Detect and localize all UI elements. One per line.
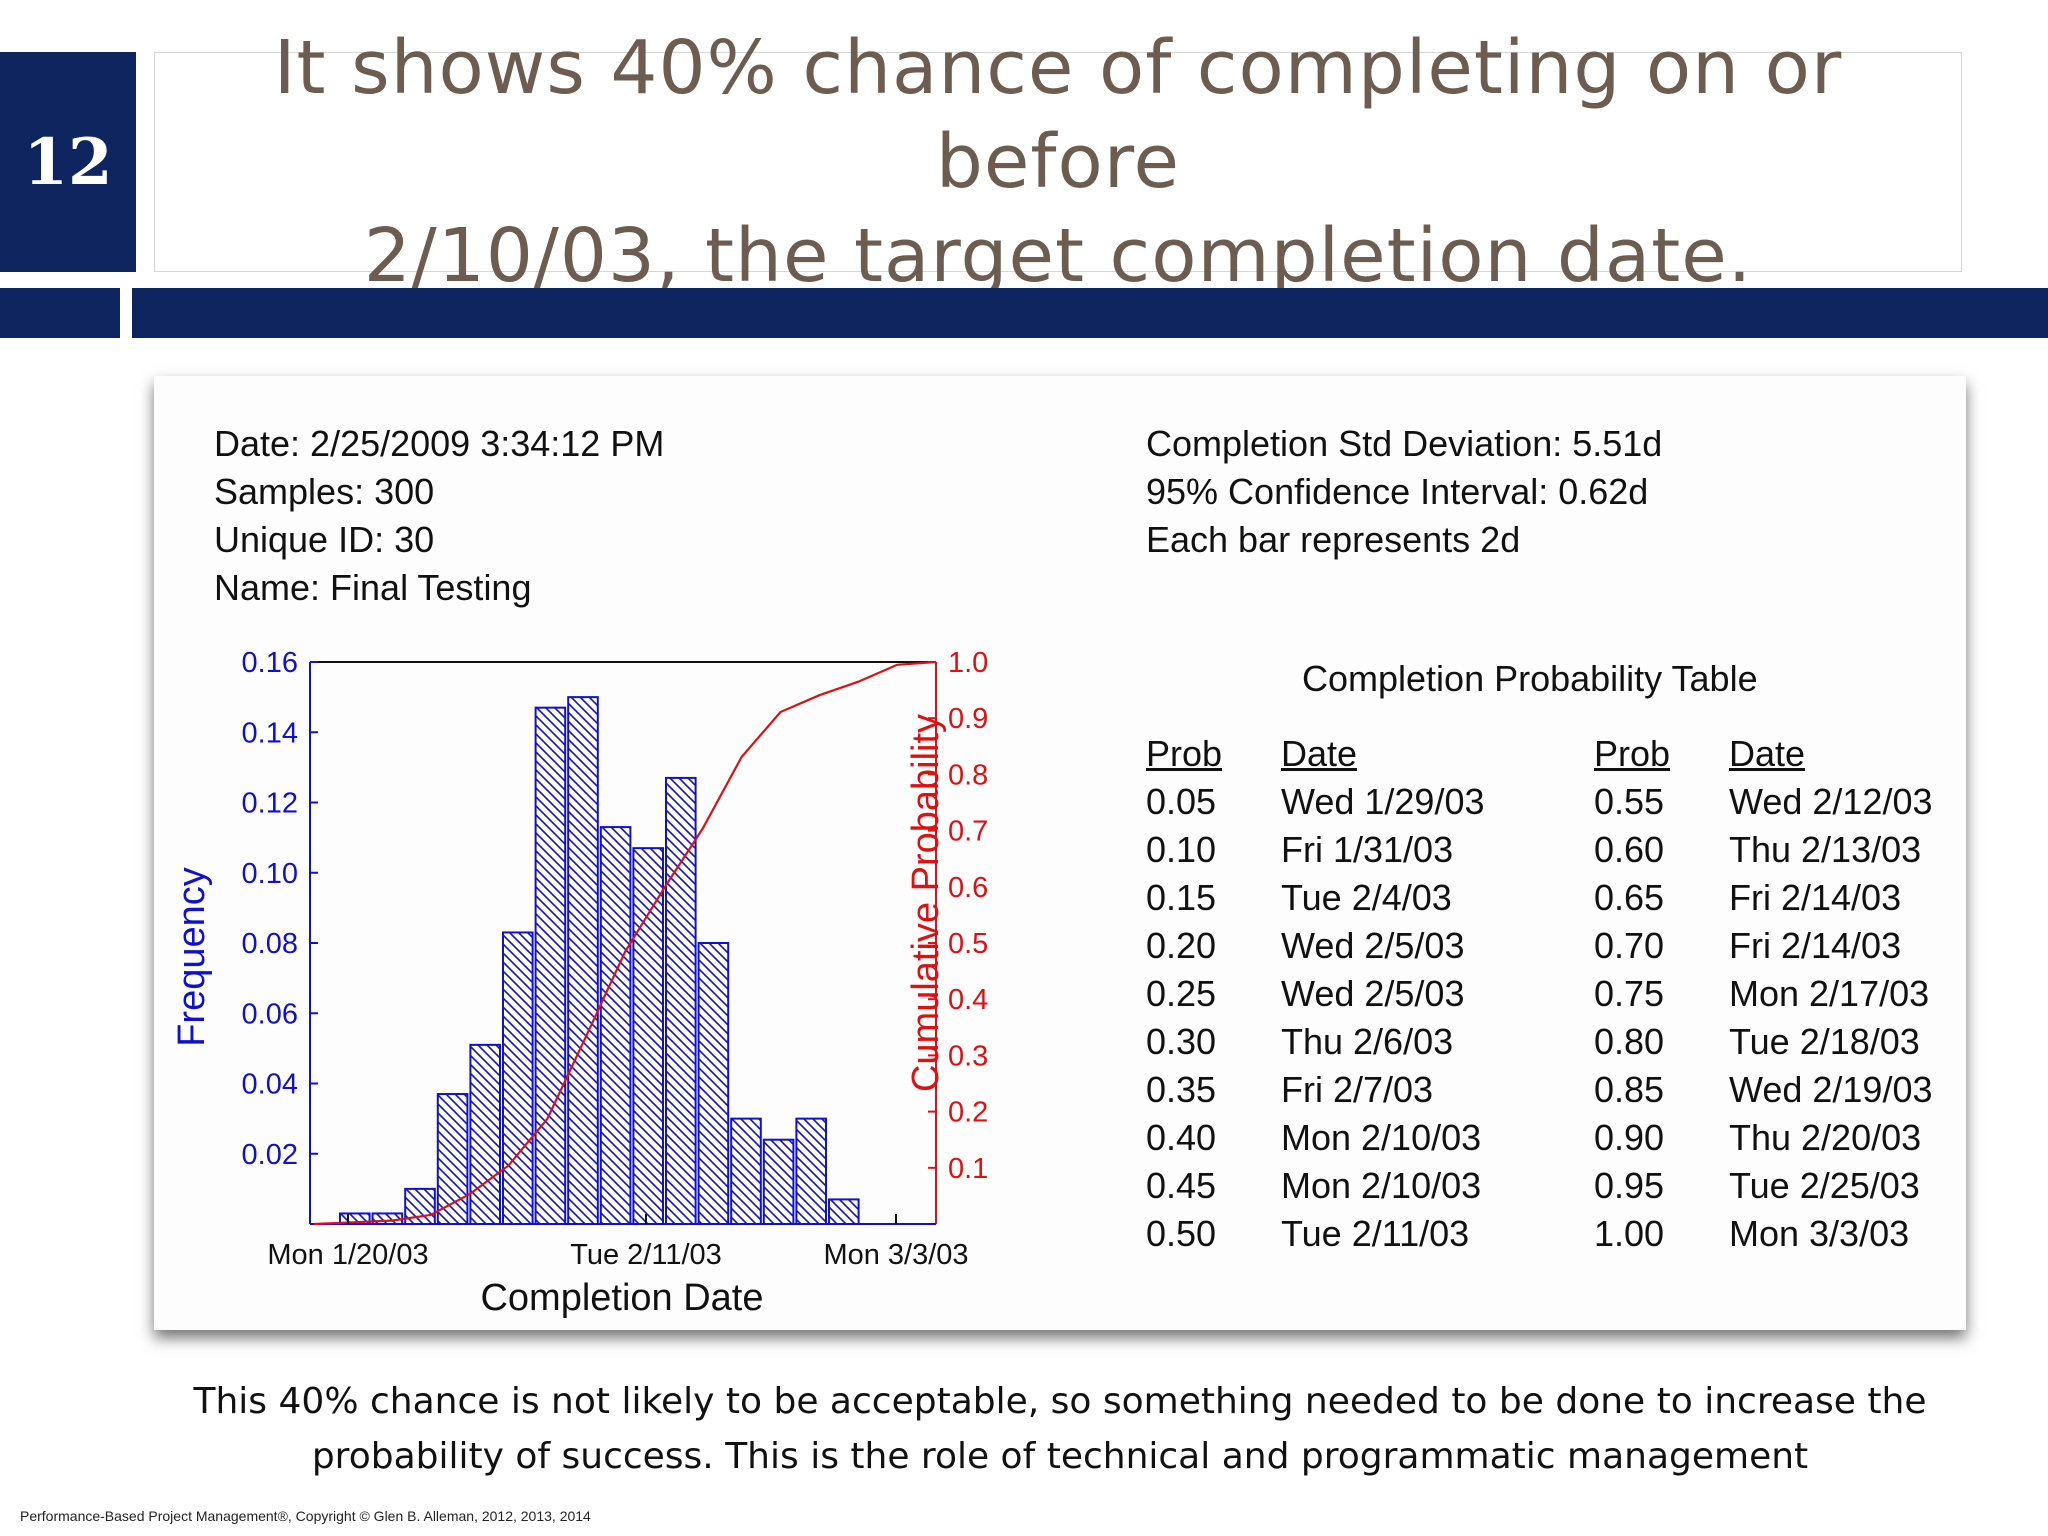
- slide-number: 12: [0, 52, 136, 272]
- title-line-1: It shows 40% chance of completing on or …: [273, 25, 1843, 205]
- caption: This 40% chance is not likely to be acce…: [120, 1374, 2000, 1484]
- prob-table-header-prob-right: Prob: [1594, 733, 1671, 774]
- info-date: Date: 2/25/2009 3:34:12 PM: [214, 423, 665, 464]
- prob-col-right-prob: Prob 0.55 0.60 0.65 0.70 0.75 0.80 0.85 0.90 0.95…: [1594, 730, 1670, 1258]
- caption-line-2: probability of success. This is the role…: [311, 1436, 1809, 1477]
- prob-table-cell-date-left: Wed 2/5/03: [1281, 973, 1465, 1014]
- info-bar-width: Each bar represents 2d: [1146, 519, 1521, 560]
- prob-table-cell-prob-right: 0.85: [1594, 1069, 1665, 1110]
- prob-table-cell-prob-right: 0.55: [1594, 781, 1665, 822]
- prob-table-cell-prob-left: 0.50: [1146, 1213, 1217, 1254]
- prob-table-header-prob-left: Prob: [1146, 733, 1223, 774]
- prob-table-cell-date-left: Fri 2/7/03: [1281, 1069, 1434, 1110]
- prob-table-title: Completion Probability Table: [1302, 658, 1758, 699]
- prob-table-cell-prob-left: 0.20: [1146, 925, 1217, 966]
- prob-table-header-date-left: Date: [1281, 733, 1358, 774]
- prob-table-cell-prob-right: 1.00: [1594, 1213, 1665, 1254]
- prob-table-cell-prob-right: 0.95: [1594, 1165, 1665, 1206]
- prob-table-cell-date-left: Thu 2/6/03: [1281, 1021, 1454, 1062]
- prob-table-cell-date-right: Mon 3/3/03: [1729, 1213, 1910, 1254]
- prob-table-cell-date-left: Wed 2/5/03: [1281, 925, 1465, 966]
- prob-col-right-date: Date Wed 2/12/03 Thu 2/13/03 Fri 2/14/03 Fri…: [1729, 730, 1932, 1258]
- header-band-right: [132, 288, 2048, 338]
- prob-table-cell-date-right: Fri 2/14/03: [1729, 877, 1902, 918]
- prob-table-cell-date-left: Mon 2/10/03: [1281, 1165, 1482, 1206]
- prob-table-cell-prob-left: 0.05: [1146, 781, 1217, 822]
- slide-title: It shows 40% chance of completing on or …: [155, 21, 1961, 303]
- prob-table-cell-prob-left: 0.10: [1146, 829, 1217, 870]
- prob-table-cell-date-right: Tue 2/25/03: [1729, 1165, 1920, 1206]
- prob-table-cell-prob-right: 0.60: [1594, 829, 1665, 870]
- prob-col-left-date: Date Wed 1/29/03 Fri 1/31/03 Tue 2/4/03 Wed …: [1281, 730, 1484, 1258]
- info-unique-id: Unique ID: 30: [214, 519, 435, 560]
- prob-table-cell-date-right: Thu 2/13/03: [1729, 829, 1922, 870]
- title-line-2: 2/10/03, the target completion date.: [363, 213, 1753, 299]
- prob-table-cell-prob-left: 0.45: [1146, 1165, 1217, 1206]
- info-left: Date: 2/25/2009 3:34:12 PM Samples: 300 …: [214, 420, 664, 612]
- prob-table-cell-prob-right: 0.90: [1594, 1117, 1665, 1158]
- prob-table-header-date-right: Date: [1729, 733, 1806, 774]
- prob-table-cell-prob-left: 0.40: [1146, 1117, 1217, 1158]
- prob-table-cell-prob-right: 0.65: [1594, 877, 1665, 918]
- prob-table-cell-prob-left: 0.25: [1146, 973, 1217, 1014]
- prob-table-cell-date-right: Thu 2/20/03: [1729, 1117, 1922, 1158]
- prob-table-cell-prob-right: 0.70: [1594, 925, 1665, 966]
- footer-copyright: Performance-Based Project Management®, C…: [20, 1508, 591, 1524]
- info-std-deviation: Completion Std Deviation: 5.51d: [1146, 423, 1663, 464]
- prob-table-cell-prob-left: 0.30: [1146, 1021, 1217, 1062]
- info-name: Name: Final Testing: [214, 567, 532, 608]
- prob-table-cell-date-left: Wed 1/29/03: [1281, 781, 1485, 822]
- prob-table-cell-prob-left: 0.35: [1146, 1069, 1217, 1110]
- info-right: Completion Std Deviation: 5.51d 95% Conf…: [1146, 420, 1662, 564]
- prob-table-cell-prob-left: 0.15: [1146, 877, 1217, 918]
- prob-table-cell-prob-right: 0.75: [1594, 973, 1665, 1014]
- prob-table-cell-date-right: Mon 2/17/03: [1729, 973, 1930, 1014]
- prob-table-cell-date-left: Tue 2/11/03: [1281, 1213, 1470, 1254]
- caption-line-1: This 40% chance is not likely to be acce…: [193, 1381, 1927, 1422]
- prob-table-cell-date-right: Tue 2/18/03: [1729, 1021, 1920, 1062]
- prob-table-cell-date-left: Tue 2/4/03: [1281, 877, 1452, 918]
- header-band-left: [0, 288, 120, 338]
- prob-table-cell-date-left: Fri 1/31/03: [1281, 829, 1454, 870]
- info-samples: Samples: 300: [214, 471, 435, 512]
- prob-table-cell-date-right: Wed 2/19/03: [1729, 1069, 1933, 1110]
- prob-table-cell-date-right: Fri 2/14/03: [1729, 925, 1902, 966]
- prob-table-cell-date-right: Wed 2/12/03: [1729, 781, 1933, 822]
- prob-table-cell-date-left: Mon 2/10/03: [1281, 1117, 1482, 1158]
- title-box: It shows 40% chance of completing on or …: [154, 25, 1962, 299]
- info-confidence: 95% Confidence Interval: 0.62d: [1146, 471, 1649, 512]
- prob-col-left-prob: Prob 0.05 0.10 0.15 0.20 0.25 0.30 0.35 0.40 0.45…: [1146, 730, 1222, 1258]
- prob-table-cell-prob-right: 0.80: [1594, 1021, 1665, 1062]
